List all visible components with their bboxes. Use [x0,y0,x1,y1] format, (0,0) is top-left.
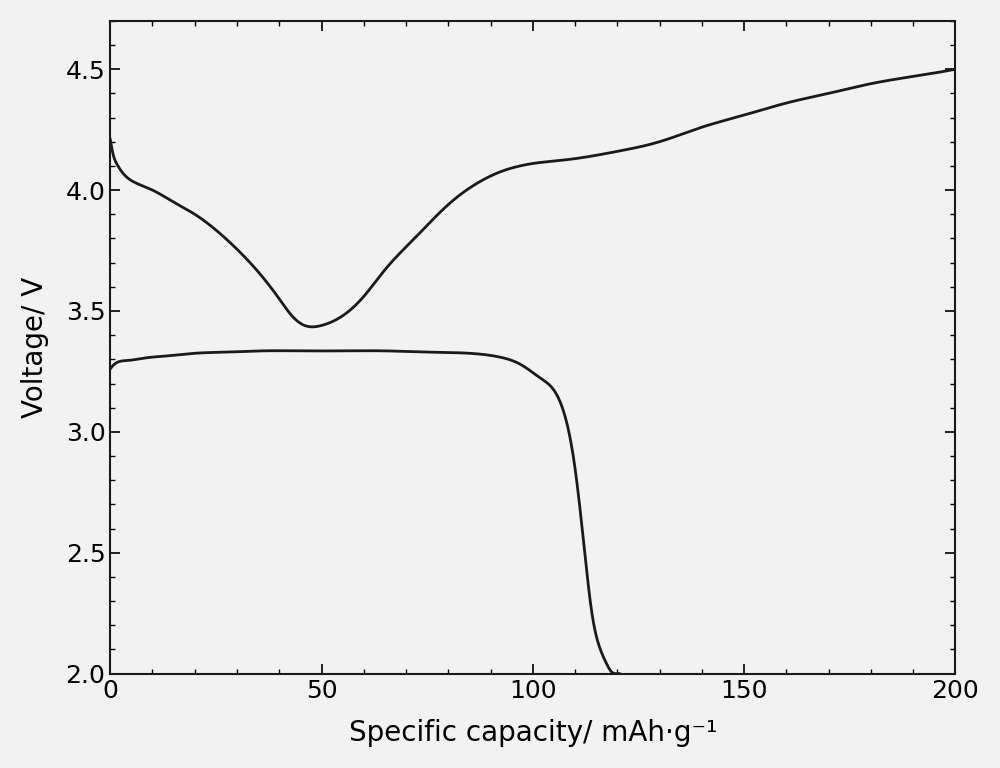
Y-axis label: Voltage/ V: Voltage/ V [21,276,49,418]
X-axis label: Specific capacity/ mAh·g⁻¹: Specific capacity/ mAh·g⁻¹ [349,719,717,747]
